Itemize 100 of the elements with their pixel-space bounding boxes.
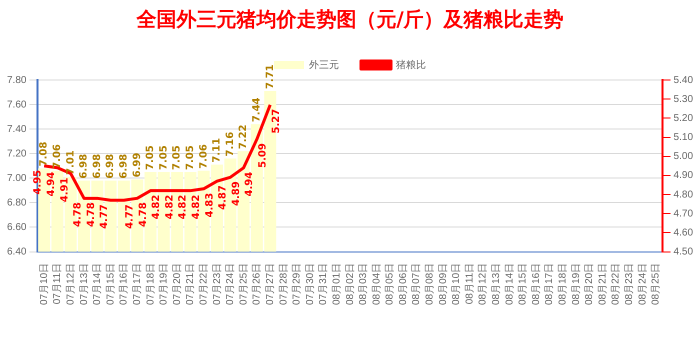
data-label: 7.08 (38, 142, 50, 166)
x-tick-label: 08月08日 (424, 262, 436, 306)
x-tick-label: 08月19日 (570, 262, 582, 306)
x-tick-label: 08月06日 (398, 262, 409, 306)
x-tick-label: 07月20日 (172, 262, 183, 306)
x-tick-label: 08月18日 (558, 262, 569, 306)
x-tick-label: 08月16日 (530, 262, 542, 306)
x-tick-label: 07月18日 (145, 262, 156, 306)
x-tick-label: 07月21日 (185, 262, 196, 306)
x-tick-label: 07月12日 (65, 262, 76, 306)
data-label: 4.91 (59, 177, 70, 202)
data-label: 7.05 (185, 145, 196, 170)
data-label: 4.78 (86, 202, 97, 228)
x-tick-label: 08月11日 (464, 262, 476, 304)
data-label: 4.87 (218, 185, 229, 210)
y2-tick-label: 5.30 (674, 94, 694, 105)
y2-tick-label: 4.80 (674, 189, 694, 200)
x-tick-label: 07月19日 (158, 262, 170, 306)
x-tick-label: 07月24日 (225, 262, 236, 306)
y-tick-label: 6.40 (6, 246, 27, 258)
x-tick-label: 07月31日 (318, 262, 330, 306)
y2-tick-label: 5.20 (674, 112, 694, 124)
data-label: 7.05 (145, 145, 156, 170)
y-tick-label: 7.60 (6, 99, 27, 110)
x-tick-label: 08月09日 (438, 262, 449, 306)
data-label: 6.98 (105, 154, 116, 179)
data-label: 4.78 (138, 202, 149, 228)
data-label: 4.83 (204, 192, 216, 218)
data-label: 7.71 (264, 64, 276, 90)
y2-tick-label: 4.90 (674, 170, 694, 182)
data-label: 4.82 (164, 194, 176, 220)
data-label: 4.77 (124, 204, 136, 229)
x-tick-label: 08月14日 (504, 262, 516, 306)
x-tick-label: 08月04日 (371, 262, 382, 306)
x-tick-label: 08月22日 (610, 262, 622, 306)
data-label: 7.06 (52, 144, 64, 169)
data-label: 4.82 (151, 194, 162, 220)
data-label: 7.44 (252, 97, 262, 122)
x-tick-label: 08月05日 (384, 262, 396, 306)
y2-tick-label: 5.10 (674, 132, 694, 143)
x-tick-label: 07月16日 (118, 262, 130, 306)
x-tick-label: 07月29日 (292, 262, 303, 306)
x-tick-label: 07月28日 (278, 262, 290, 306)
y-tick-label: 6.80 (6, 197, 27, 208)
x-tick-label: 08月07日 (411, 262, 422, 306)
data-label: 7.11 (212, 138, 223, 163)
x-tick-label: 08月15日 (518, 262, 529, 306)
y-tick-label: 7.40 (6, 124, 27, 135)
y2-tick-label: 4.70 (674, 208, 694, 220)
legend-label: 猪粮比 (396, 58, 426, 71)
data-label: 7.05 (172, 145, 183, 170)
data-label: 6.98 (92, 154, 103, 179)
data-label: 7.01 (65, 150, 76, 175)
x-tick-label: 08月25日 (650, 262, 662, 306)
data-label: 4.77 (99, 204, 110, 229)
x-tick-label: 08月23日 (624, 262, 636, 306)
x-tick-label: 07月13日 (78, 262, 90, 306)
x-tick-label: 07月25日 (238, 262, 250, 306)
x-tick-label: 08月10日 (451, 262, 462, 306)
data-label: 4.78 (72, 202, 84, 228)
y2-tick-label: 5.40 (674, 74, 694, 86)
data-label: 4.95 (32, 170, 44, 195)
x-tick-label: 08月17日 (544, 262, 556, 306)
y-tick-label: 6.60 (6, 222, 27, 233)
data-label: 6.98 (78, 154, 90, 179)
x-tick-label: 08月20日 (584, 262, 596, 306)
y-tick-label: 7.80 (6, 74, 27, 86)
x-tick-label: 08月13日 (491, 262, 502, 306)
x-tick-label: 07月11日 (52, 262, 64, 304)
y2-tick-label: 4.60 (674, 227, 694, 238)
data-label: 4.94 (46, 172, 58, 196)
y2-tick-label: 5.00 (674, 151, 694, 162)
data-label: 5.09 (258, 143, 268, 168)
x-tick-label: 07月23日 (212, 262, 223, 306)
x-tick-label: 08月01日 (331, 262, 342, 306)
data-label: 5.27 (270, 108, 282, 134)
x-tick-label: 07月30日 (304, 262, 316, 306)
data-label: 4.82 (178, 194, 189, 220)
x-tick-label: 07月15日 (105, 262, 116, 306)
x-tick-label: 07月26日 (252, 262, 263, 306)
y-tick-label: 7.20 (6, 148, 27, 160)
x-tick-label: 07月10日 (38, 262, 50, 306)
x-tick-label: 08月02日 (344, 262, 356, 306)
data-label: 4.82 (191, 194, 202, 220)
x-tick-label: 07月14日 (92, 262, 104, 306)
data-label: 6.98 (118, 154, 130, 179)
y-tick-label: 7.00 (6, 172, 27, 184)
data-label: 4.89 (230, 181, 242, 206)
x-tick-label: 07月22日 (198, 262, 210, 306)
chart-title: 全国外三元猪均价走势图（元/斤）及猪粮比走势 (135, 6, 565, 33)
x-tick-label: 07月17日 (132, 262, 143, 306)
data-label: 7.06 (198, 144, 210, 169)
legend-label: 外三元 (309, 60, 339, 71)
data-label: 7.16 (224, 132, 236, 157)
x-tick-label: 08月03日 (358, 262, 370, 306)
data-label: 4.94 (244, 172, 256, 196)
data-label: 6.99 (132, 152, 143, 178)
x-tick-label: 07月27日 (264, 262, 276, 306)
data-label: 7.05 (158, 145, 170, 170)
x-tick-label: 08月24日 (637, 262, 648, 306)
